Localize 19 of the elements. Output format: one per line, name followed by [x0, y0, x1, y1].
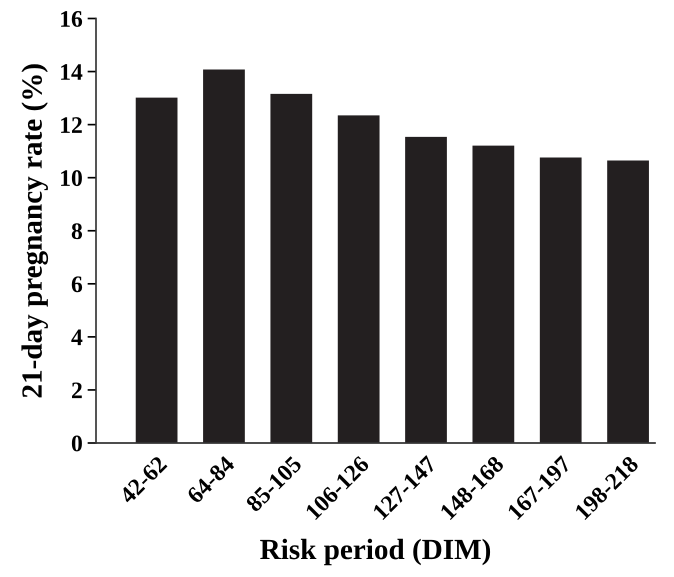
- y-tick-label: 14: [61, 64, 82, 80]
- bar: [136, 98, 178, 443]
- y-tick-label: 8: [72, 223, 82, 240]
- bar: [338, 115, 380, 443]
- y-tick-label: 6: [72, 276, 82, 292]
- bar: [270, 94, 312, 443]
- bar: [203, 69, 245, 443]
- bar: [540, 158, 582, 443]
- bar: [472, 146, 514, 443]
- bar: [607, 160, 649, 443]
- y-tick-label: 2: [72, 382, 82, 398]
- bar: [405, 136, 447, 443]
- y-axis-title: 21-day pregnancy rate (%): [21, 64, 48, 398]
- x-axis-title: Risk period (DIM): [260, 538, 490, 566]
- y-tick-label: 12: [61, 117, 82, 133]
- y-tick-label: 4: [71, 330, 82, 346]
- y-tick-label: 16: [61, 11, 82, 27]
- y-tick-label: 10: [61, 170, 82, 186]
- y-tick-label: 0: [72, 435, 82, 452]
